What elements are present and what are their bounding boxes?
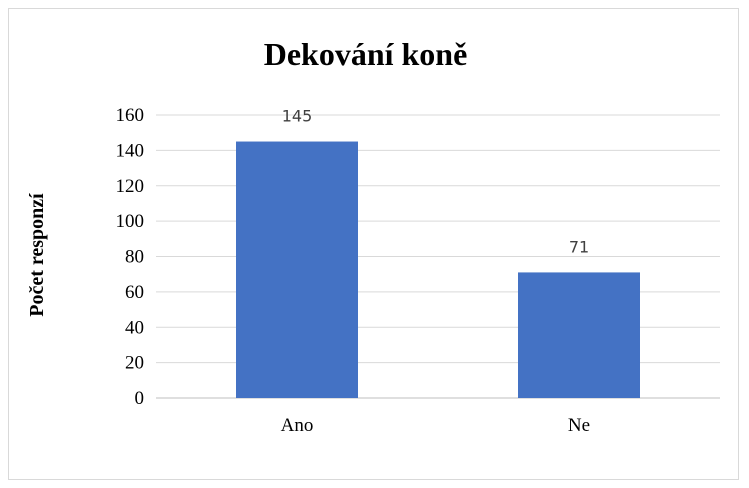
bar-ano <box>236 141 358 398</box>
y-tick-label: 140 <box>116 140 145 161</box>
x-tick-label: Ne <box>568 415 590 436</box>
y-tick-label: 120 <box>116 176 145 197</box>
y-tick-label: 60 <box>125 282 144 303</box>
y-tick-label: 0 <box>135 388 145 409</box>
y-tick-label: 160 <box>116 105 145 126</box>
bars <box>236 141 640 398</box>
x-tick-label: Ano <box>281 415 314 436</box>
y-tick-label: 100 <box>116 211 145 232</box>
data-label: 145 <box>282 107 313 126</box>
data-label: 71 <box>569 237 589 256</box>
x-axis-ticks: Ano Ne <box>281 415 590 436</box>
chart-title: Dekování koně <box>263 36 468 72</box>
y-tick-label: 40 <box>125 317 144 338</box>
y-axis-ticks: 0 20 40 60 80 100 120 140 160 <box>116 105 145 409</box>
y-tick-label: 20 <box>125 353 144 374</box>
data-labels: 145 71 <box>282 107 589 257</box>
chart-frame <box>8 8 739 480</box>
bar-ne <box>518 272 640 398</box>
y-tick-label: 80 <box>125 247 144 268</box>
